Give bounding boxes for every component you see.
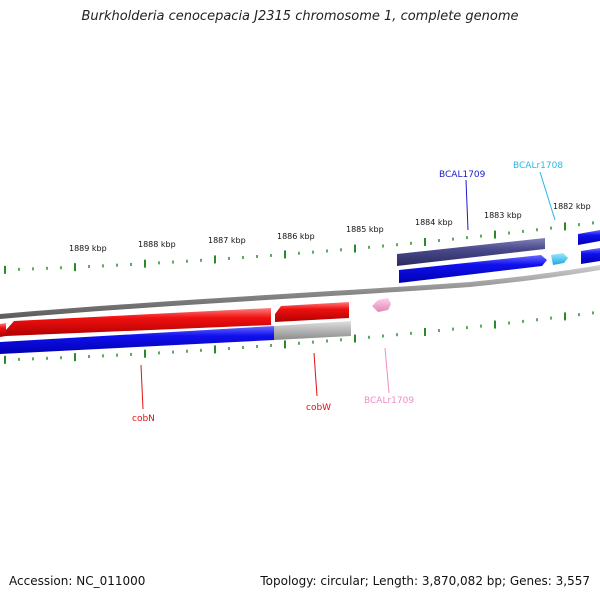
accession-text: Accession: NC_011000	[9, 574, 146, 588]
ruler-labels: 1889 kbp 1888 kbp 1887 kbp 1886 kbp 1885…	[69, 202, 591, 253]
label-cobw[interactable]: cobW	[306, 352, 331, 413]
forward-feature-right-top[interactable]	[578, 230, 600, 245]
gene-cobn[interactable]	[6, 308, 271, 336]
gene-label-cobn: cobN	[132, 414, 155, 424]
gene-bcal1709-highlight[interactable]	[397, 238, 545, 266]
ruler-label: 1887 kbp	[208, 236, 246, 245]
gene-cobw[interactable]	[275, 302, 349, 322]
ruler-label: 1882 kbp	[553, 202, 591, 211]
genome-backbone	[0, 265, 600, 319]
gene-label-bcalr1709: BCALr1709	[364, 396, 414, 406]
gene-label-cobw: cobW	[306, 403, 331, 413]
gene-bcal1709[interactable]	[399, 255, 547, 283]
ruler-label: 1883 kbp	[484, 211, 522, 220]
outer-tick-row	[4, 221, 594, 274]
reverse-blue-feature[interactable]	[0, 326, 274, 354]
inner-tick-row	[4, 311, 594, 364]
gene-bcalr1708[interactable]	[551, 253, 568, 265]
genome-summary-text: Topology: circular; Length: 3,870,082 bp…	[260, 574, 590, 588]
label-bcalr1708[interactable]: BCALr1708	[513, 161, 563, 221]
ruler-label: 1889 kbp	[69, 244, 107, 253]
label-cobn[interactable]: cobN	[132, 364, 155, 424]
map-title: Burkholderia cenocepacia J2315 chromosom…	[81, 9, 519, 24]
ruler-label: 1885 kbp	[346, 225, 384, 234]
ruler-label: 1888 kbp	[138, 240, 176, 249]
gene-cobn-left-edge[interactable]	[0, 323, 6, 337]
reverse-gray-feature[interactable]	[274, 321, 351, 340]
gene-label-bcal1709: BCAL1709	[439, 170, 486, 180]
gene-label-bcalr1708: BCALr1708	[513, 161, 563, 171]
ruler-label: 1886 kbp	[277, 232, 315, 241]
label-bcal1709[interactable]: BCAL1709	[439, 170, 486, 231]
label-bcalr1709[interactable]: BCALr1709	[364, 347, 414, 406]
forward-feature-right-bottom[interactable]	[581, 248, 600, 264]
gene-bcalr1709[interactable]	[372, 298, 391, 312]
ruler-label: 1884 kbp	[415, 218, 453, 227]
